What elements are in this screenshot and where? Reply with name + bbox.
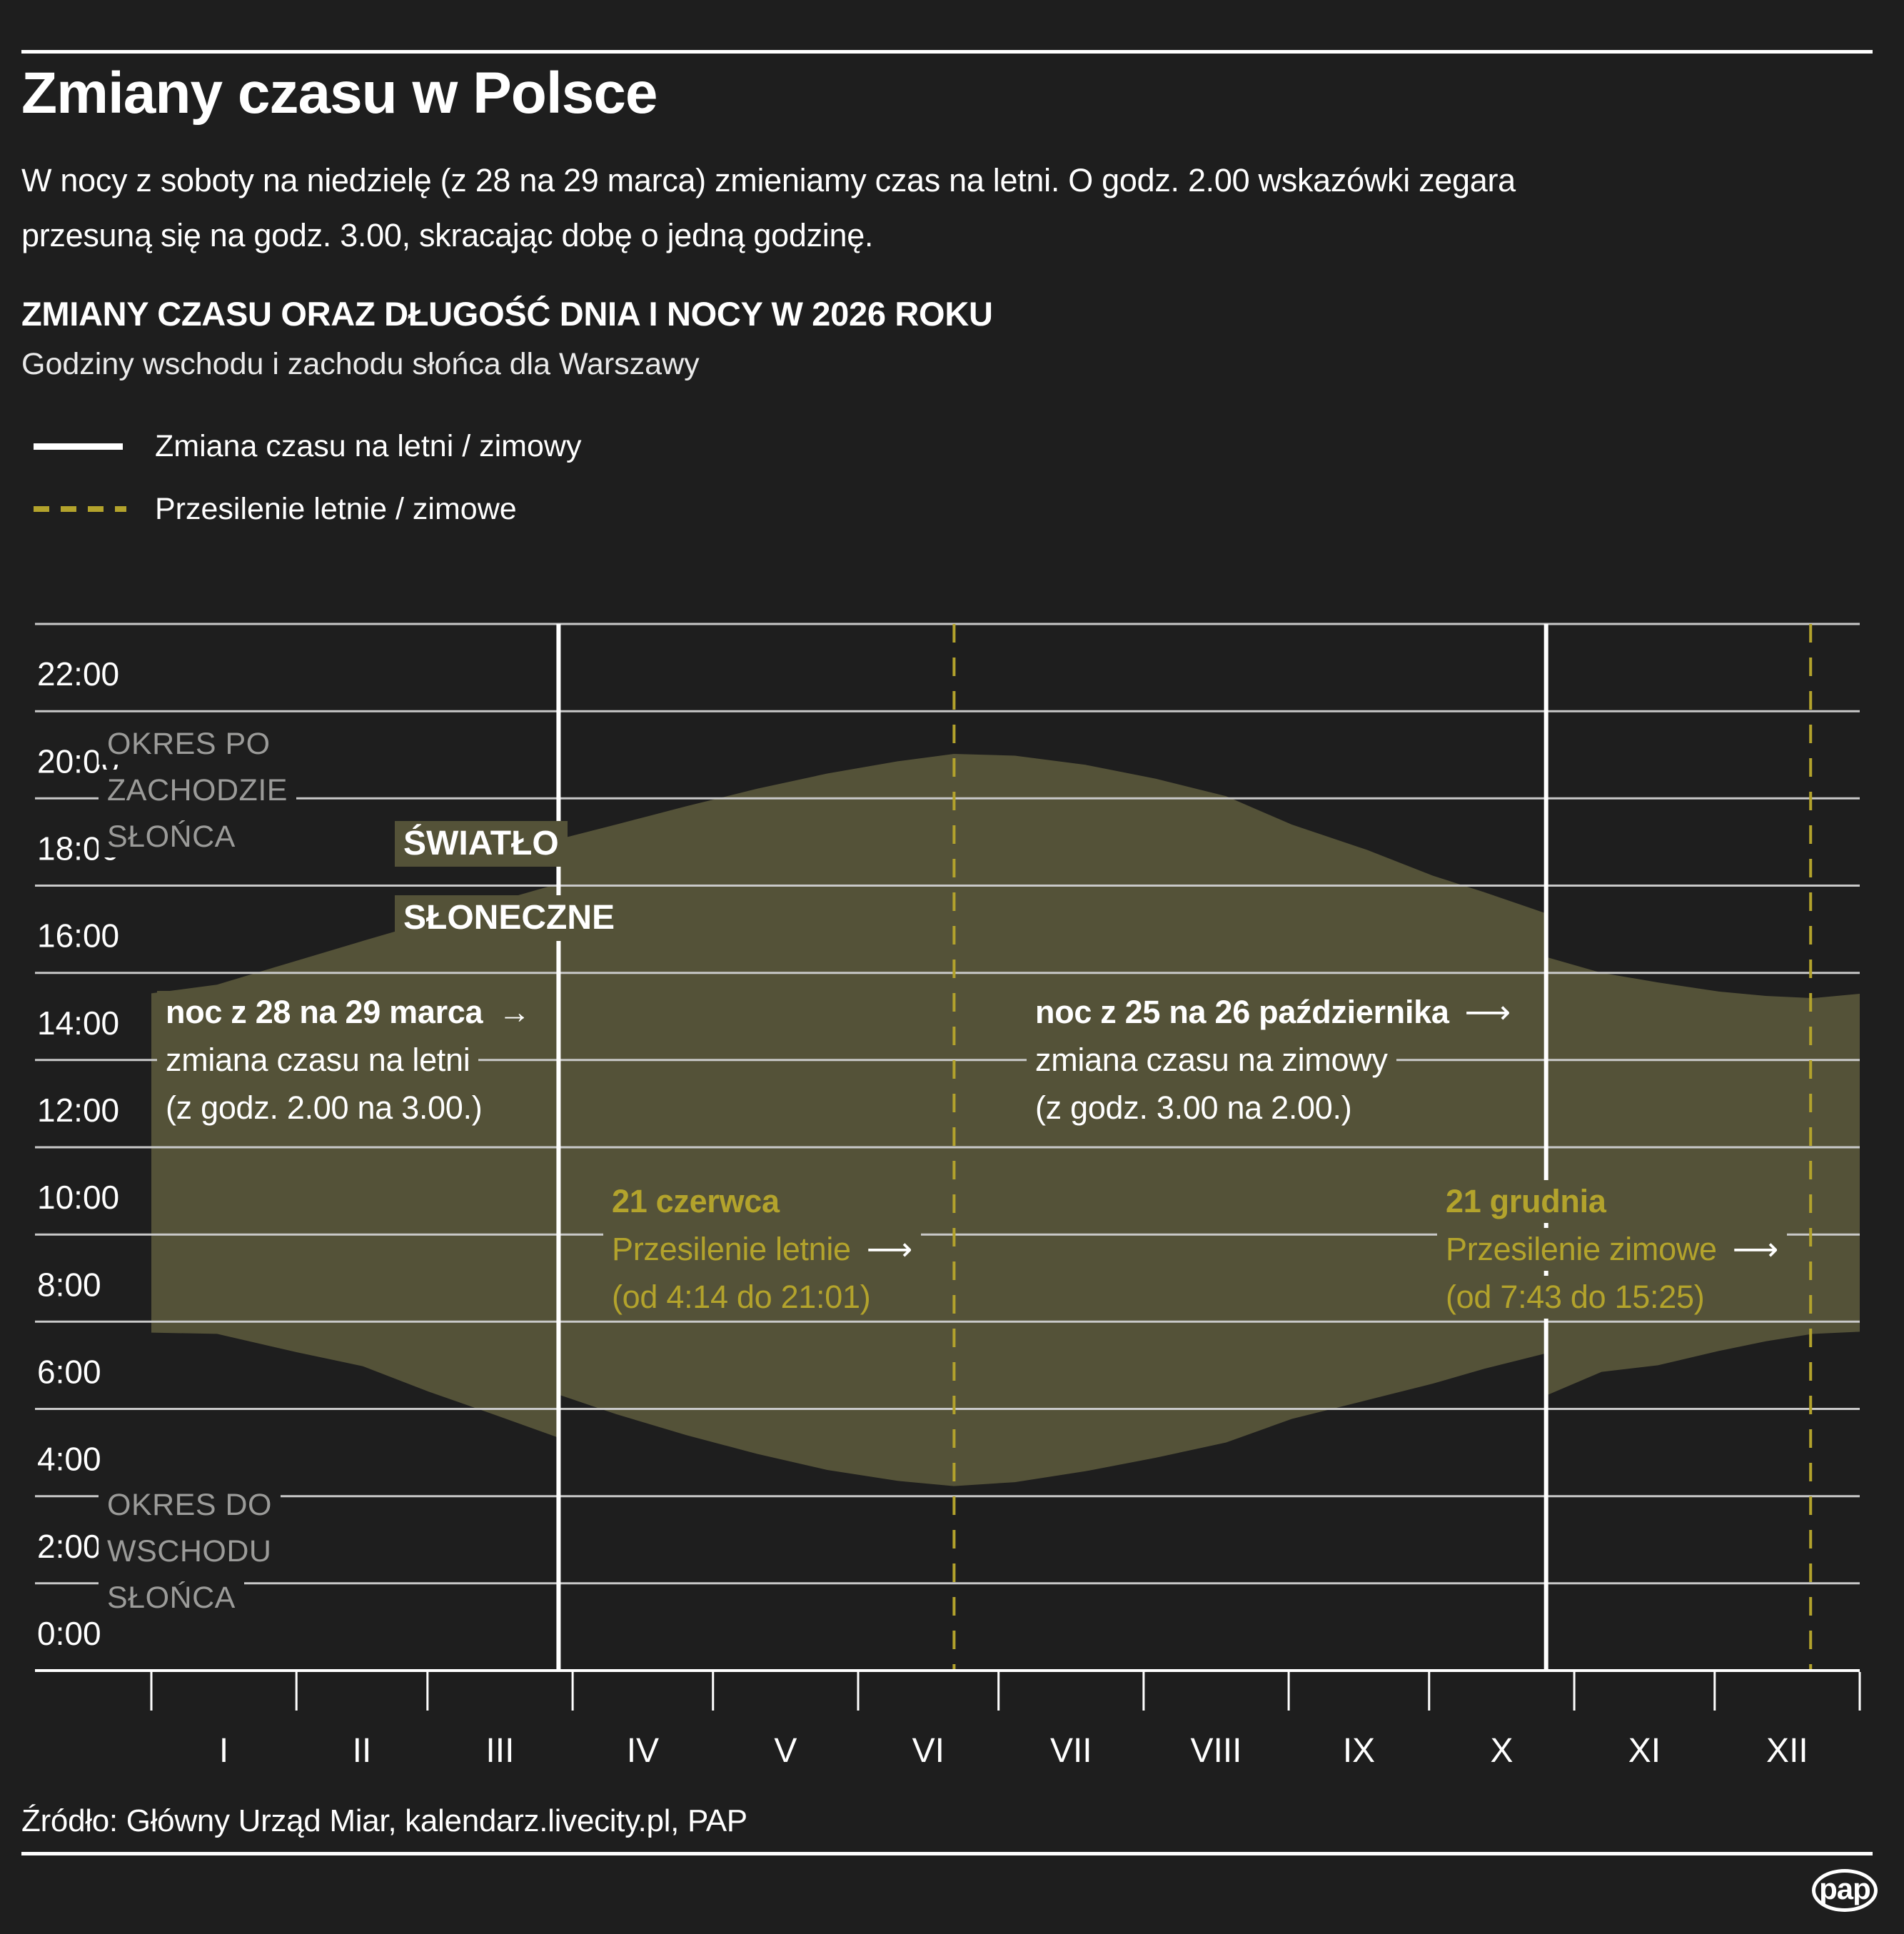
month-label: II (353, 1732, 372, 1770)
y-tick-label: 2:00 (37, 1528, 101, 1565)
annotation-detail: (od 4:14 do 21:01) (603, 1276, 880, 1319)
month-label: VIII (1190, 1732, 1241, 1770)
dashed-line-swatch-icon (34, 506, 126, 512)
y-tick-label: 0:00 (37, 1615, 101, 1652)
solid-line-swatch-icon (34, 443, 123, 450)
month-label: VII (1050, 1732, 1092, 1770)
y-axis-labels: 0:00 2:00 4:00 6:00 8:00 10:00 12:00 14:00 16:00… (37, 655, 119, 1652)
region-label-after-sunset: OKRES PO ZACHODZIE SŁOŃCA (99, 723, 296, 862)
month-label: I (219, 1732, 228, 1770)
y-tick-label: 14:00 (37, 1004, 119, 1042)
gridlines (35, 623, 1860, 1585)
arrow-right-icon: ⟶ (1464, 994, 1511, 1030)
month-label: IX (1343, 1732, 1375, 1770)
annotation-winter-solstice: 21 grudnia Przesilenie zimowe ⟶ (od 7:43 … (1437, 1180, 1787, 1324)
y-tick-label: 16:00 (37, 917, 119, 955)
arrow-right-icon: → (498, 994, 530, 1030)
x-axis: I II III IV V VI VII VIII IX X XI XII (150, 1672, 1861, 1770)
chart-subtitle: Godziny wschodu i zachodu słońca dla War… (21, 347, 700, 381)
annotation-october-time-change: noc z 25 na 26 października ⟶ zmiana czas… (1027, 991, 1519, 1134)
source-note: Źródło: Główny Urząd Miar, kalendarz.liv… (21, 1803, 747, 1838)
page-title: Zmiany czasu w Polsce (21, 61, 658, 126)
y-tick-label: 22:00 (37, 655, 119, 692)
annotation-desc: zmiana czasu na zimowy (1027, 1039, 1396, 1082)
month-label: X (1490, 1732, 1513, 1770)
area-label-daylight: ŚWIATŁO SŁONECZNE (395, 821, 624, 969)
region-label-before-sunrise: OKRES DO WSCHODU SŁOŃCA (99, 1484, 281, 1623)
intro-paragraph: W nocy z soboty na niedzielę (z 28 na 29… (21, 153, 1516, 263)
bottom-divider (21, 1852, 1873, 1855)
annotation-detail: (z godz. 3.00 na 2.00.) (1027, 1087, 1361, 1129)
month-label: XI (1628, 1732, 1661, 1770)
y-tick-label: 12:00 (37, 1092, 119, 1129)
annotation-label: 21 grudnia (1437, 1180, 1615, 1223)
intro-line: W nocy z soboty na niedzielę (z 28 na 29… (21, 162, 1516, 198)
month-label: XII (1766, 1732, 1808, 1770)
chart-title: ZMIANY CZASU ORAZ DŁUGOŚĆ DNIA I NOCY W … (21, 295, 993, 333)
pap-logo: pap (1812, 1869, 1878, 1912)
month-label: III (485, 1732, 514, 1770)
annotation-desc: zmiana czasu na letni (157, 1039, 479, 1082)
month-label: IV (627, 1732, 659, 1770)
annotation-summer-solstice: 21 czerwca Przesilenie letnie ⟶ (od 4:14 … (603, 1180, 921, 1324)
arrow-right-icon: ⟶ (1732, 1231, 1779, 1267)
annotation-desc: Przesilenie letnie (612, 1231, 851, 1267)
annotation-march-time-change: noc z 28 na 29 marca → zmiana czasu na le… (157, 991, 539, 1134)
arrow-right-icon: ⟶ (866, 1231, 913, 1267)
month-label: VI (912, 1732, 945, 1770)
y-tick-label: 10:00 (37, 1179, 119, 1216)
legend-item-solstice: Przesilenie letnie / zimowe (34, 490, 517, 528)
legend-label: Zmiana czasu na letni / zimowy (155, 428, 582, 463)
annotation-label: noc z 25 na 26 października (1035, 994, 1449, 1030)
month-label: V (774, 1732, 797, 1770)
legend-label: Przesilenie letnie / zimowe (155, 491, 517, 526)
intro-line: przesuną się na godz. 3.00, skracając do… (21, 217, 874, 253)
annotation-detail: (od 7:43 do 15:25) (1437, 1276, 1713, 1319)
y-tick-label: 4:00 (37, 1441, 101, 1478)
legend-item-time-change: Zmiana czasu na letni / zimowy (34, 427, 581, 465)
annotation-label: noc z 28 na 29 marca (166, 994, 483, 1030)
y-tick-label: 6:00 (37, 1354, 101, 1391)
top-divider (21, 50, 1873, 54)
annotation-label: 21 czerwca (603, 1180, 788, 1223)
annotation-desc: Przesilenie zimowe (1446, 1231, 1717, 1267)
annotation-detail: (z godz. 2.00 na 3.00.) (157, 1087, 491, 1129)
y-tick-label: 8:00 (37, 1266, 101, 1303)
